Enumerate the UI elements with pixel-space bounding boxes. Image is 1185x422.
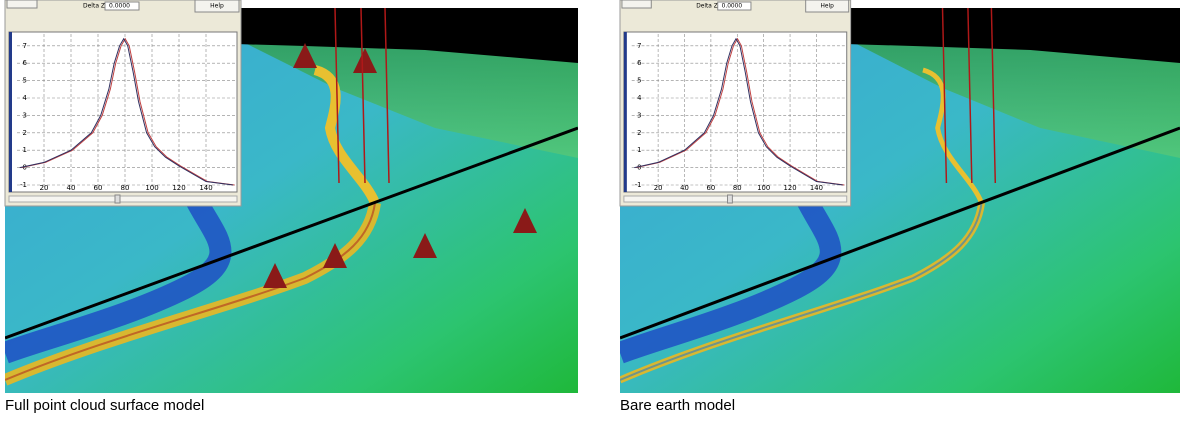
scroll-bar: [8, 195, 238, 203]
y-tick-label: 6: [23, 59, 28, 67]
profile-curve-red: [21, 37, 235, 186]
profile-line: [5, 126, 578, 340]
y-tick-label: 7: [23, 42, 27, 50]
profile-curve: [634, 37, 843, 186]
y-tick-label: 0: [637, 164, 641, 172]
help-button[interactable]: [194, 0, 240, 13]
section-line: [384, 8, 390, 184]
x-tick-label: 20: [654, 184, 663, 192]
river: [5, 192, 232, 364]
help-button[interactable]: [805, 0, 850, 13]
panel: Delta Z 0.0000 Help 7 6 5 4 3 2 1 0 -1 20 40 60 80 100 12…: [619, 0, 1181, 393]
sky: [844, 8, 1181, 63]
x-tick-label: 60: [94, 184, 103, 192]
x-tick-label: 100: [145, 184, 158, 192]
spike: [263, 263, 287, 288]
y-tick-label: 1: [637, 146, 641, 154]
scroll-bar: [623, 195, 848, 203]
y-tick-label: 3: [637, 111, 641, 119]
plot-area: [623, 31, 848, 193]
section-line: [334, 8, 340, 184]
x-tick-label: 60: [707, 184, 716, 192]
spike: [513, 208, 537, 233]
far-field: [844, 38, 1181, 158]
profile-curve-red: [635, 37, 845, 186]
x-tick-label: 20: [40, 184, 49, 192]
toolbar-box: [621, 0, 652, 9]
sky: [235, 8, 578, 63]
section-line: [360, 8, 366, 184]
scroll-thumb[interactable]: [114, 194, 121, 204]
y-tick-label: -1: [20, 181, 27, 189]
x-tick-label: 120: [172, 184, 185, 192]
spike: [413, 233, 437, 258]
profile-curve: [19, 37, 234, 186]
spike: [293, 43, 317, 68]
profile-line: [620, 126, 1181, 340]
section-line: [941, 8, 948, 184]
x-tick-label: 80: [121, 184, 130, 192]
help-label: Help: [821, 2, 835, 9]
y-tick-label: 2: [23, 129, 27, 137]
delta-field: [104, 1, 140, 11]
scroll-thumb[interactable]: [727, 194, 733, 204]
x-tick-label: 140: [199, 184, 212, 192]
ridge-edge: [620, 202, 983, 381]
y-tick-label: 5: [637, 77, 641, 85]
delta-label: Delta Z: [696, 2, 717, 9]
spike: [323, 243, 347, 268]
y-tick-label: 2: [637, 129, 641, 137]
x-tick-label: 40: [680, 184, 689, 192]
delta-value: 0.0000: [722, 2, 743, 9]
section-line: [990, 8, 997, 184]
y-tick-label: 5: [23, 77, 27, 85]
delta-label: Delta Z: [83, 3, 105, 10]
delta-value: 0.0000: [109, 3, 130, 10]
x-tick-label: 80: [733, 184, 742, 192]
ridge-edge: [5, 202, 376, 381]
y-tick-label: 0: [23, 164, 27, 172]
river: [620, 192, 842, 364]
inset-window: Delta Z 0.0000 Help 7 6 5 4 3 2 1 0 -1 20 40 60 80 100 12…: [619, 0, 852, 207]
y-tick-label: -1: [635, 181, 642, 189]
caption: Bare earth model: [620, 397, 735, 414]
side-bar: [9, 32, 12, 192]
y-tick-label: 4: [23, 94, 28, 102]
x-tick-label: 140: [810, 184, 823, 192]
x-tick-label: 120: [784, 184, 797, 192]
spike: [353, 48, 377, 73]
plot-area: [8, 31, 238, 193]
y-tick-label: 1: [23, 146, 27, 154]
inset-window: Delta Z 0.0000 Help 7 6 5 4 3 2 1 0 -1 20 40 60 80 100 12…: [4, 0, 242, 207]
ridge-upper: [922, 67, 984, 205]
toolbar-box: [6, 0, 38, 9]
side-bar: [623, 32, 627, 192]
section-line: [967, 8, 973, 184]
help-label: Help: [210, 3, 224, 10]
y-tick-label: 4: [637, 94, 641, 102]
y-tick-label: 7: [637, 42, 641, 50]
delta-field: [717, 1, 752, 11]
x-tick-label: 40: [67, 184, 76, 192]
panel: Delta Z 0.0000 Help 7 6 5 4 3 2 1 0 -1 20 40 60 80 100 12…: [4, 0, 578, 393]
y-tick-label: 3: [23, 111, 27, 119]
ridge-upper: [313, 65, 380, 206]
y-tick-label: 6: [637, 59, 641, 67]
caption: Full point cloud surface model: [5, 397, 204, 414]
x-tick-label: 100: [757, 184, 770, 192]
